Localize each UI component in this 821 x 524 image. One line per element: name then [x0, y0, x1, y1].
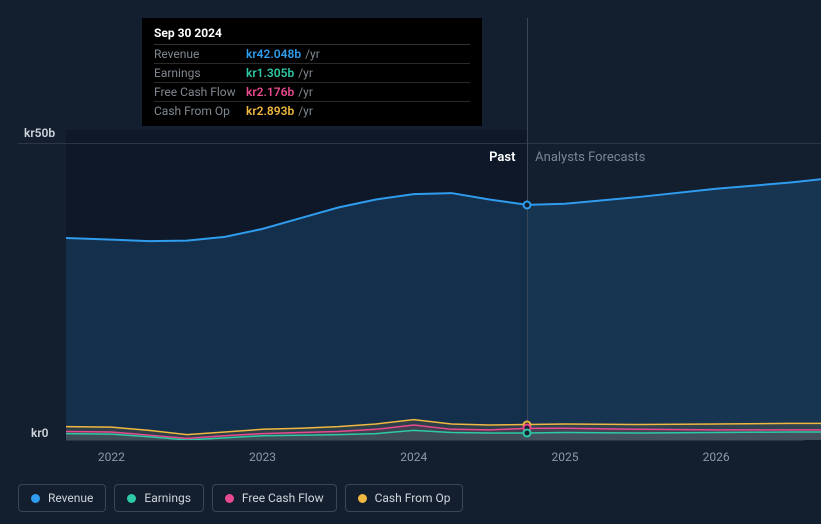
legend-dot-icon	[358, 494, 367, 503]
legend-item-earnings[interactable]: Earnings	[114, 484, 204, 512]
tooltip-row: Free Cash Flowkr2.176b/yr	[154, 83, 470, 102]
tooltip-metric-value: kr2.176b	[246, 85, 294, 99]
x-axis-line	[66, 440, 804, 441]
x-tick-label: 2022	[98, 450, 125, 464]
past-region-label: Past	[489, 150, 515, 165]
legend-item-free-cash-flow[interactable]: Free Cash Flow	[212, 484, 337, 512]
tooltip-metric-unit: /yr	[298, 85, 313, 99]
tooltip-metric-label: Earnings	[154, 66, 246, 80]
tooltip-metric-label: Revenue	[154, 47, 246, 61]
tooltip-metric-unit: /yr	[298, 104, 313, 118]
tooltip-metric-unit: /yr	[305, 47, 320, 61]
data-tooltip: Sep 30 2024 Revenuekr42.048b/yrEarningsk…	[142, 18, 482, 126]
tooltip-metric-value: kr2.893b	[246, 104, 294, 118]
tooltip-date: Sep 30 2024	[154, 26, 470, 45]
tooltip-row: Cash From Opkr2.893b/yr	[154, 102, 470, 120]
legend-dot-icon	[31, 494, 40, 503]
tooltip-metric-label: Cash From Op	[154, 104, 246, 118]
x-tick-label: 2024	[400, 450, 427, 464]
tooltip-metric-unit: /yr	[298, 66, 313, 80]
legend-dot-icon	[225, 494, 234, 503]
forecast-region-label: Analysts Forecasts	[535, 150, 645, 165]
y-axis-label-50b: kr50b	[24, 126, 55, 140]
series-marker	[523, 429, 532, 438]
legend-item-revenue[interactable]: Revenue	[18, 484, 106, 512]
tooltip-row: Earningskr1.305b/yr	[154, 64, 470, 83]
y-axis-label-0: kr0	[31, 426, 49, 440]
tooltip-metric-value: kr1.305b	[246, 66, 294, 80]
legend-label: Cash From Op	[375, 491, 451, 505]
legend-label: Free Cash Flow	[242, 491, 324, 505]
x-tick-label: 2023	[249, 450, 276, 464]
legend-label: Revenue	[48, 491, 93, 505]
legend: Revenue Earnings Free Cash Flow Cash From O…	[18, 484, 463, 512]
tooltip-row: Revenuekr42.048b/yr	[154, 45, 470, 64]
legend-item-cash-from-op[interactable]: Cash From Op	[345, 484, 464, 512]
legend-dot-icon	[127, 494, 136, 503]
x-tick-label: 2026	[703, 450, 730, 464]
x-tick-label: 2025	[551, 450, 578, 464]
series-marker	[523, 200, 532, 209]
gridline-50b	[18, 143, 821, 144]
legend-label: Earnings	[144, 491, 191, 505]
cursor-line	[527, 18, 528, 440]
tooltip-metric-label: Free Cash Flow	[154, 85, 246, 99]
tooltip-metric-value: kr42.048b	[246, 47, 301, 61]
